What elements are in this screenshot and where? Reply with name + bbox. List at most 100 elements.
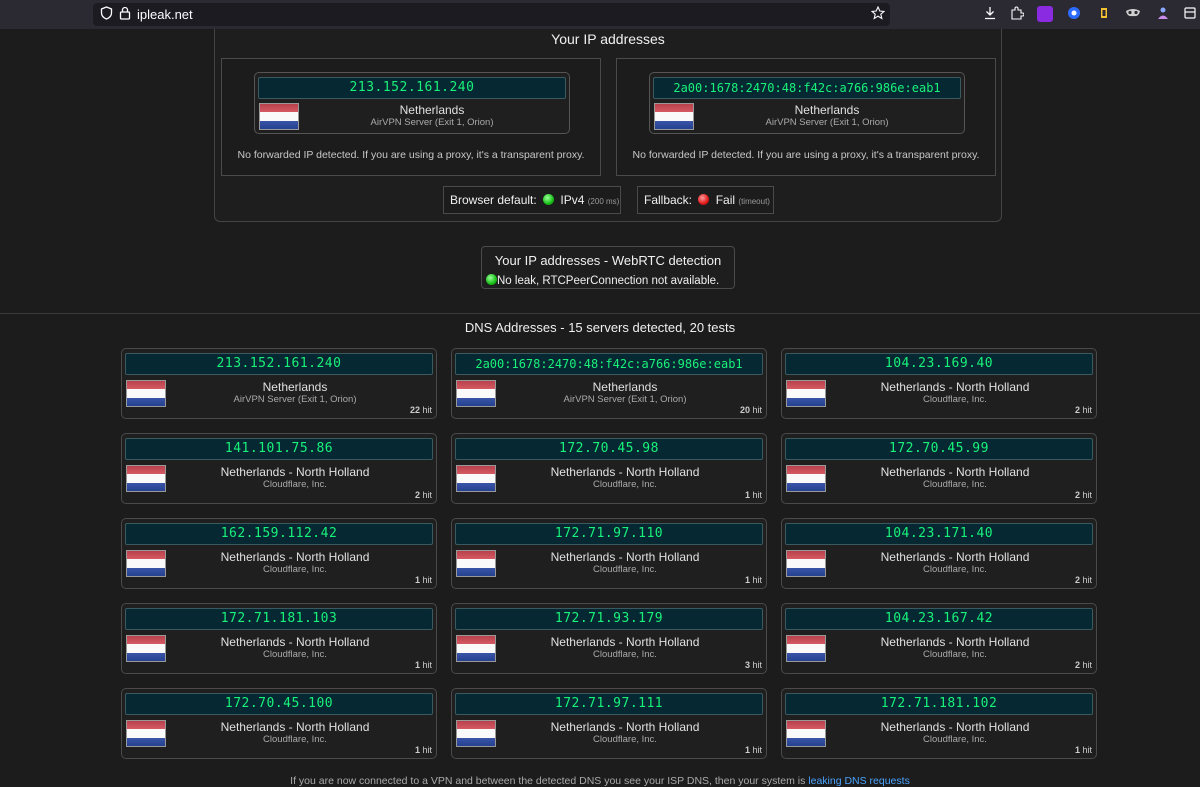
addon-person-icon[interactable] (1155, 6, 1171, 22)
dns-server-card: 104.23.167.42 Netherlands - North Holland… (781, 603, 1097, 674)
dns-section-title: DNS Addresses - 15 servers detected, 20 … (464, 320, 736, 335)
hit-label: hit (422, 660, 432, 670)
ipv6-box: 2a00:1678:2470:48:f42c:a766:986e:eab1 Ne… (616, 58, 996, 176)
hit-count: 22 hit (410, 405, 432, 415)
isp-label: Cloudflare, Inc. (593, 479, 657, 490)
status-ok-icon (543, 194, 555, 205)
ip-display: 172.71.93.179 (455, 608, 763, 630)
netherlands-flag-icon (259, 103, 299, 130)
isp-label: AirVPN Server (Exit 1, Orion) (563, 394, 687, 405)
ip-display: 104.23.171.40 (785, 523, 1093, 545)
addon-yellow-icon[interactable] (1096, 6, 1112, 22)
menu-icon[interactable] (1182, 6, 1198, 22)
lock-icon[interactable] (117, 6, 133, 22)
hit-count: 2 hit (1075, 575, 1092, 585)
ip-addresses-panel: Your IP addresses 213.152.161.240 Nether… (214, 29, 1002, 222)
hit-number: 2 (1074, 405, 1080, 415)
country-label: Netherlands - North Holland (880, 380, 1030, 394)
hit-label: hit (1082, 660, 1092, 670)
country-label: Netherlands - North Holland (880, 720, 1030, 734)
ip-display: 213.152.161.240 (125, 353, 433, 375)
browser-default-status: Browser default: IPv4 (200 ms) (443, 186, 621, 214)
ipv4-box: 213.152.161.240 Netherlands AirVPN Serve… (221, 58, 601, 176)
url-text[interactable]: ipleak.net (137, 7, 193, 22)
netherlands-flag-icon (786, 380, 826, 407)
country-label: Netherlands (262, 380, 328, 394)
hit-count: 2 hit (1075, 490, 1092, 500)
hit-number: 2 (1074, 490, 1080, 500)
section-divider (0, 313, 1200, 314)
dns-server-card: 172.71.181.103 Netherlands - North Hollan… (121, 603, 437, 674)
isp-label: AirVPN Server (Exit 1, Orion) (370, 117, 494, 128)
dns-server-card: 162.159.112.42 Netherlands - North Hollan… (121, 518, 437, 589)
dns-server-card: 172.71.181.102 Netherlands - North Hollan… (781, 688, 1097, 759)
hit-number: 2 (1074, 660, 1080, 670)
isp-label: Cloudflare, Inc. (263, 649, 327, 660)
hit-number: 20 (739, 405, 750, 415)
netherlands-flag-icon (786, 635, 826, 662)
ip-display: 172.71.181.102 (785, 693, 1093, 715)
hit-label: hit (752, 490, 762, 500)
fallback-status: Fallback: Fail (timeout) (637, 186, 774, 214)
isp-label: AirVPN Server (Exit 1, Orion) (233, 394, 357, 405)
isp-label: Cloudflare, Inc. (923, 479, 987, 490)
hit-label: hit (1082, 490, 1092, 500)
status-fail-icon (698, 194, 710, 205)
country-label: Netherlands (399, 103, 465, 117)
browser-default-value: IPv4 (560, 193, 585, 207)
country-label: Netherlands (794, 103, 860, 117)
netherlands-flag-icon (786, 720, 826, 747)
hit-number: 1 (744, 745, 750, 755)
bookmark-star-icon[interactable] (870, 5, 886, 22)
country-label: Netherlands - North Holland (220, 550, 370, 564)
shield-icon[interactable] (98, 6, 114, 22)
ip-display: 2a00:1678:2470:48:f42c:a766:986e:eab1 (455, 353, 763, 375)
ip-display: 141.101.75.86 (125, 438, 433, 460)
country-label: Netherlands - North Holland (880, 550, 1030, 564)
footer-text: If you are now connected to a VPN and be… (290, 775, 809, 787)
addon-blue-icon[interactable] (1066, 6, 1082, 22)
netherlands-flag-icon (126, 550, 166, 577)
hit-label: hit (422, 745, 432, 755)
netherlands-flag-icon (126, 720, 166, 747)
hit-label: hit (422, 575, 432, 585)
hit-label: hit (422, 490, 432, 500)
netherlands-flag-icon (456, 635, 496, 662)
leaking-dns-link[interactable]: leaking DNS requests (808, 775, 910, 787)
isp-label: Cloudflare, Inc. (923, 394, 987, 405)
addon-mask-icon[interactable] (1125, 6, 1141, 22)
browser-toolbar: ipleak.net (0, 0, 1200, 29)
hit-count: 1 hit (415, 660, 432, 670)
extension-icon[interactable] (1009, 6, 1025, 22)
ip-display: 162.159.112.42 (125, 523, 433, 545)
ip-display: 172.70.45.99 (785, 438, 1093, 460)
isp-label: Cloudflare, Inc. (923, 734, 987, 745)
ip-display: 172.71.97.111 (455, 693, 763, 715)
country-label: Netherlands - North Holland (550, 550, 700, 564)
webrtc-title: Your IP addresses - WebRTC detection (494, 253, 722, 268)
hit-count: 2 hit (415, 490, 432, 500)
hit-number: 3 (744, 660, 750, 670)
address-bar[interactable]: ipleak.net (93, 3, 890, 26)
country-label: Netherlands (592, 380, 658, 394)
hit-number: 1 (414, 575, 420, 585)
hit-number: 2 (1074, 575, 1080, 585)
isp-label: Cloudflare, Inc. (923, 564, 987, 575)
webrtc-status: No leak, RTCPeerConnection not available… (486, 274, 719, 287)
dns-server-card: 172.70.45.100 Netherlands - North Holland… (121, 688, 437, 759)
hit-number: 2 (414, 490, 420, 500)
download-icon[interactable] (982, 6, 998, 22)
ip-display: 172.71.181.103 (125, 608, 433, 630)
dns-server-card: 104.23.169.40 Netherlands - North Holland… (781, 348, 1097, 419)
netherlands-flag-icon (654, 103, 694, 130)
browser-default-detail: (200 ms) (587, 197, 620, 206)
hit-label: hit (422, 405, 432, 415)
dns-server-card: 172.71.97.111 Netherlands - North Holland… (451, 688, 767, 759)
hit-count: 1 hit (745, 575, 762, 585)
hit-label: hit (1082, 745, 1092, 755)
hit-count: 3 hit (745, 660, 762, 670)
netherlands-flag-icon (456, 550, 496, 577)
isp-label: Cloudflare, Inc. (593, 564, 657, 575)
addon-purple-icon[interactable] (1037, 6, 1053, 22)
dns-server-card: 172.71.97.110 Netherlands - North Holland… (451, 518, 767, 589)
